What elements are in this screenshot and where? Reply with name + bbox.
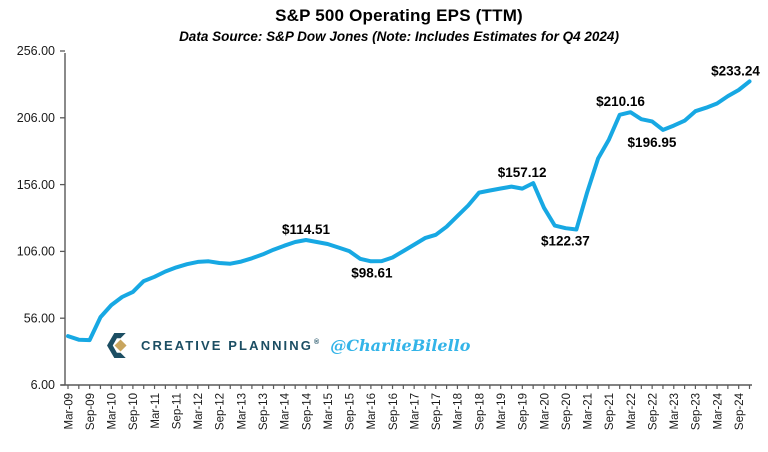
- branding-row: CREATIVE PLANNING® @CharlieBilello: [106, 331, 470, 359]
- creative-planning-logo-icon: [107, 332, 127, 358]
- x-tick-label: Sep-21: [604, 393, 616, 430]
- eps-series-line: [66, 79, 752, 343]
- x-tick-label: Mar-22: [626, 393, 638, 429]
- x-tick-label: Mar-17: [409, 393, 421, 429]
- creative-planning-wordmark: CREATIVE PLANNING®: [141, 338, 321, 353]
- creative-planning-label: CREATIVE PLANNING: [141, 337, 313, 353]
- y-tick-label: 256.00: [17, 44, 55, 58]
- charliebilello-handle: @CharlieBilello: [330, 335, 471, 355]
- x-tick-label: Sep-12: [215, 393, 227, 430]
- x-tick-label: Mar-20: [539, 393, 551, 429]
- y-tick-label: 56.00: [24, 311, 55, 325]
- annotation-label: $122.37: [541, 234, 590, 249]
- registered-mark: ®: [313, 339, 322, 347]
- x-tick-label: Mar-18: [453, 393, 465, 429]
- x-tick-label: Sep-24: [734, 392, 746, 430]
- x-tick-label: Sep-10: [128, 393, 140, 430]
- x-tick-label: Sep-15: [345, 393, 357, 430]
- x-tick-label: Mar-14: [280, 392, 292, 429]
- annotation-label: $98.61: [351, 265, 393, 280]
- x-tick-label: Mar-23: [669, 393, 681, 429]
- y-tick-label: 6.00: [31, 378, 55, 392]
- y-tick-label: 106.00: [17, 245, 55, 259]
- x-tick-label: Sep-14: [301, 392, 313, 430]
- chart-subtitle: Data Source: S&P Dow Jones (Note: Includ…: [179, 29, 619, 44]
- logo-c-shape: [107, 332, 126, 358]
- x-tick-label: Mar-13: [236, 393, 248, 429]
- annotation-label: $210.16: [596, 94, 645, 109]
- annotation-label: $233.24: [711, 63, 760, 78]
- x-tick-label: Sep-13: [258, 393, 270, 430]
- x-tick-label: Sep-20: [561, 393, 573, 430]
- annotation-label: $196.95: [628, 135, 677, 150]
- x-tick-label: Mar-12: [193, 393, 205, 429]
- annotation-label: $157.12: [498, 165, 547, 180]
- logo-diamond: [114, 338, 127, 352]
- annotation-label: $114.51: [282, 222, 331, 237]
- x-tick-label: Mar-09: [63, 393, 75, 429]
- x-tick-label: Sep-18: [474, 393, 486, 430]
- y-tick-label: 156.00: [17, 178, 55, 192]
- chart-title: S&P 500 Operating EPS (TTM): [275, 6, 523, 25]
- x-tick-label: Mar-19: [496, 393, 508, 429]
- x-tick-label: Sep-09: [85, 393, 97, 430]
- x-tick-label: Sep-11: [171, 393, 183, 429]
- x-tick-label: Mar-11: [150, 393, 162, 429]
- x-tick-label: Sep-19: [518, 393, 530, 430]
- x-tick-label: Mar-21: [583, 393, 595, 429]
- x-tick-label: Mar-24: [712, 392, 724, 429]
- x-tick-label: Sep-22: [647, 393, 659, 430]
- x-tick-label: Sep-16: [388, 393, 400, 430]
- x-tick-label: Mar-16: [366, 393, 378, 429]
- x-tick-label: Sep-23: [691, 393, 703, 430]
- x-tick-label: Mar-15: [323, 393, 335, 429]
- x-tick-label: Mar-10: [107, 393, 119, 429]
- y-tick-label: 206.00: [17, 111, 55, 125]
- x-tick-label: Sep-17: [431, 393, 443, 430]
